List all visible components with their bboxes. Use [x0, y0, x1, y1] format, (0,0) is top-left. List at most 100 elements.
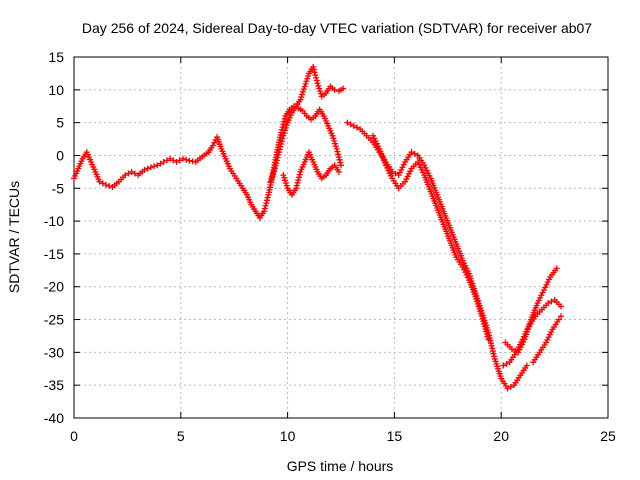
series-trace-a — [71, 103, 344, 221]
data-point — [340, 85, 347, 92]
data-point — [311, 69, 318, 76]
x-tick-label: 5 — [177, 428, 185, 444]
x-tick-label: 20 — [493, 428, 509, 444]
data-point — [558, 313, 565, 320]
data-point — [508, 346, 515, 353]
data-point — [334, 148, 341, 155]
data-point — [154, 162, 161, 169]
data-point — [261, 208, 268, 215]
data-point — [157, 160, 164, 167]
data-point — [331, 86, 338, 93]
data-point — [272, 162, 279, 169]
series-trace-h — [530, 313, 565, 366]
y-tick-label: -30 — [44, 344, 64, 360]
y-tick-label: -40 — [44, 410, 64, 426]
y-axis-label: SDTVAR / TECUs — [6, 181, 22, 293]
data-point — [147, 164, 154, 171]
data-point — [411, 150, 418, 157]
data-point — [278, 140, 285, 147]
data-point — [344, 119, 351, 126]
data-point — [271, 165, 278, 172]
data-point — [555, 316, 562, 323]
y-tick-label: -20 — [44, 279, 64, 295]
data-point — [170, 157, 177, 164]
data-point — [163, 157, 170, 164]
data-point — [392, 170, 399, 177]
data-point — [278, 126, 285, 133]
data-point — [310, 66, 317, 73]
data-point — [106, 182, 113, 189]
data-point — [548, 298, 555, 305]
plot-frame — [73, 56, 609, 419]
data-point — [173, 159, 180, 166]
y-tick-label: -15 — [44, 246, 64, 262]
data-point — [558, 303, 565, 310]
data-point — [96, 178, 103, 185]
data-point — [408, 149, 415, 156]
data-point — [125, 170, 132, 177]
data-point — [312, 72, 319, 79]
x-tick-label: 25 — [600, 428, 616, 444]
y-tick-label: -25 — [44, 312, 64, 328]
data-point — [167, 155, 174, 162]
data-point — [336, 156, 343, 163]
y-tick-label: 0 — [56, 147, 64, 163]
x-tick-label: 0 — [70, 428, 78, 444]
y-tick-label: 10 — [48, 82, 64, 98]
y-tick-label: 15 — [48, 49, 64, 65]
data-point — [337, 159, 344, 166]
x-axis-label: GPS time / hours — [287, 458, 394, 474]
data-point — [279, 124, 286, 131]
data-point — [264, 194, 271, 201]
y-tick-label: -10 — [44, 213, 64, 229]
data-point — [211, 139, 218, 146]
y-tick-label: 5 — [56, 115, 64, 131]
data-point — [293, 182, 300, 189]
data-point — [313, 77, 320, 84]
series-trace-c — [280, 149, 342, 198]
data-point — [335, 168, 342, 175]
x-tick-label: 15 — [387, 428, 403, 444]
data-point — [313, 74, 320, 81]
data-point — [263, 200, 270, 207]
data-point — [262, 202, 269, 209]
data-point — [276, 149, 283, 156]
data-point — [296, 171, 303, 178]
data-point — [277, 143, 284, 150]
data-point — [507, 383, 514, 390]
data-point — [281, 118, 288, 125]
data-point — [144, 165, 151, 172]
data-point — [122, 172, 129, 179]
data-point — [310, 63, 317, 70]
series-trace-b — [267, 63, 347, 185]
data-point — [160, 159, 167, 166]
data-point — [523, 362, 530, 369]
data-point — [545, 300, 552, 307]
data-markers — [71, 63, 565, 392]
data-point — [276, 146, 283, 153]
data-point — [278, 129, 285, 136]
data-point — [280, 121, 287, 128]
data-point — [293, 185, 300, 192]
data-point — [151, 163, 158, 170]
data-point — [263, 197, 270, 204]
series-trace-e — [370, 132, 492, 343]
data-point — [275, 151, 282, 158]
data-point — [294, 179, 301, 186]
data-point — [273, 160, 280, 167]
series-trace-f — [502, 265, 560, 356]
grid — [74, 57, 608, 418]
data-point — [485, 336, 492, 343]
data-point — [503, 360, 510, 367]
chart-title: Day 256 of 2024, Sidereal Day-to-day VTE… — [82, 20, 592, 36]
data-point — [273, 157, 280, 164]
data-point — [335, 151, 342, 158]
x-tick-label: 10 — [280, 428, 296, 444]
axes: 0 5 10 15 20 25 -40 -35 -30 -25 -20 -15 -10 -5 0 5 10 15 — [44, 49, 616, 444]
data-point — [279, 135, 286, 142]
data-point — [274, 154, 281, 161]
data-point — [335, 154, 342, 161]
data-point — [131, 170, 138, 177]
data-point — [338, 162, 344, 169]
